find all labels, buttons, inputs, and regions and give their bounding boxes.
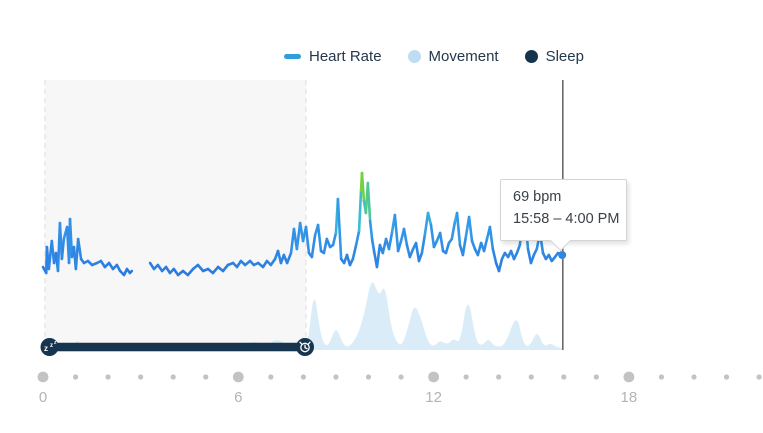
tooltip-time-range: 15:58 – 4:00 PM (513, 210, 620, 227)
legend-item-heart-rate[interactable]: Heart Rate (284, 48, 382, 65)
sleep-start-handle[interactable] (40, 338, 59, 356)
x-axis-tick-label: 12 (425, 389, 442, 406)
svg-text:z: z (44, 344, 48, 353)
x-axis-minor-tick-dot[interactable] (170, 374, 176, 380)
x-axis-minor-tick-dot[interactable] (691, 374, 697, 380)
legend-item-sleep[interactable]: Sleep (524, 48, 584, 65)
alarm-clock-icon (299, 341, 311, 353)
svg-text:z: z (54, 340, 57, 346)
x-axis-major-tick-dot[interactable] (623, 371, 635, 383)
x-axis-minor-tick-dot[interactable] (723, 374, 730, 380)
chart-legend: Heart Rate Movement Sleep (284, 48, 584, 65)
svg-text:z: z (50, 343, 53, 349)
sleep-dot-icon (524, 50, 538, 63)
x-axis-minor-tick-dot[interactable] (463, 374, 469, 380)
x-axis-tick-label: 18 (621, 389, 638, 406)
data-point-tooltip: 69 bpm 15:58 – 4:00 PM (500, 179, 627, 241)
legend-item-movement[interactable]: Movement (407, 48, 499, 65)
x-axis-minor-tick-dot[interactable] (365, 374, 372, 380)
tooltip-value: 69 bpm (513, 189, 562, 205)
x-axis-minor-tick-dot[interactable] (300, 374, 306, 380)
x-axis-minor-tick-dot[interactable] (203, 374, 209, 380)
x-axis-minor-tick-dot[interactable] (528, 374, 534, 380)
x-axis-minor-tick-dot[interactable] (72, 374, 79, 380)
x-axis-tick-label: 0 (39, 389, 47, 406)
legend-label-heart-rate: Heart Rate (309, 48, 382, 65)
x-axis-minor-tick-dot[interactable] (496, 374, 502, 380)
sleep-period-region (44, 80, 307, 352)
legend-label-movement: Movement (428, 48, 499, 65)
x-axis: 0 6 12 18 (37, 371, 762, 406)
current-value-dot (558, 251, 567, 259)
x-axis-minor-tick-dot[interactable] (561, 374, 567, 380)
x-axis-minor-tick-dot[interactable] (268, 374, 274, 380)
legend-label-sleep: Sleep (545, 48, 584, 65)
x-axis-major-tick-dot[interactable] (428, 371, 439, 383)
x-axis-minor-tick-dot[interactable] (333, 374, 339, 380)
x-axis-minor-tick-dot[interactable] (105, 374, 111, 380)
x-axis-major-tick-dot[interactable] (232, 371, 244, 383)
x-axis-tick-label: 6 (234, 389, 242, 406)
x-axis-major-tick-dot[interactable] (37, 371, 49, 383)
x-axis-minor-tick-dot[interactable] (138, 374, 144, 380)
x-axis-minor-tick-dot[interactable] (756, 374, 762, 380)
x-axis-minor-tick-dot[interactable] (593, 374, 599, 380)
movement-dot-icon (407, 50, 421, 63)
x-axis-minor-tick-dot[interactable] (658, 374, 665, 380)
x-axis-minor-tick-dot[interactable] (398, 374, 404, 380)
heart-rate-line-icon (284, 54, 301, 59)
heart-rate-line (41, 171, 564, 277)
movement-area (43, 282, 563, 350)
